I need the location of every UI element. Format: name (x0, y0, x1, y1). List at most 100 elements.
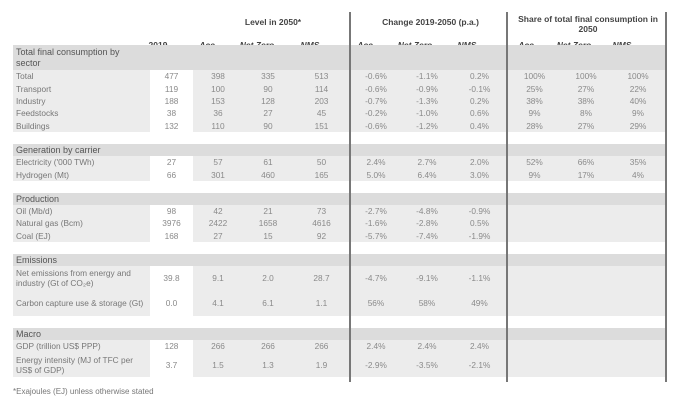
cell-value: -1.0% (402, 107, 452, 120)
cell-value: -1.1% (452, 265, 507, 291)
cell-value: -1.1% (402, 70, 452, 83)
cell-value: -5.7% (350, 229, 402, 242)
cell-value: 39.8 (150, 265, 193, 291)
cell-value: 27% (562, 119, 610, 132)
data-table: Total final consumption by sector Total 47… (13, 45, 667, 378)
divider-share (506, 12, 508, 382)
section-title: Emissions (13, 253, 667, 266)
cell-value: 27% (562, 82, 610, 95)
cell-value: -0.6% (350, 82, 402, 95)
cell-value: -3.5% (402, 352, 452, 378)
table-row: Carbon capture use & storage (Gt) 0.0 4.1 6… (13, 290, 667, 316)
cell-value: 398 (193, 70, 243, 83)
cell-value: 151 (293, 119, 350, 132)
cell-value: -0.9% (402, 82, 452, 95)
row-label: Feedstocks (13, 107, 150, 120)
row-label: Buildings (13, 119, 150, 132)
section-header: Production (13, 192, 667, 205)
cell-value: 17% (562, 168, 610, 181)
header-share: Share of total final consumption in 2050 (518, 14, 658, 34)
cell-value: 100% (507, 70, 562, 83)
cell-value: 27 (193, 229, 243, 242)
cell-value: 0.0 (150, 290, 193, 316)
cell-value: 9% (507, 168, 562, 181)
cell-value: -9.1% (402, 265, 452, 291)
cell-value: -4.7% (350, 265, 402, 291)
cell-value: 98 (150, 204, 193, 218)
cell-value: 100% (562, 70, 610, 83)
cell-value: 266 (243, 339, 293, 353)
row-label: Energy intensity (MJ of TFC per US$ of G… (13, 352, 150, 378)
cell-value: -0.7% (350, 94, 402, 108)
table-row: Total 477 398 335 513 -0.6% -1.1% 0.2% 100% 100% 1… (13, 70, 667, 83)
cell-value: 2.4% (452, 339, 507, 353)
row-label: Coal (EJ) (13, 229, 150, 242)
cell-value: 21 (243, 204, 293, 218)
header-level-2050: Level in 2050* (244, 17, 302, 27)
cell-value: -1.3% (402, 94, 452, 108)
cell-value: 9.1 (193, 265, 243, 291)
cell-value: 0.2% (452, 94, 507, 108)
cell-value: 90 (243, 82, 293, 95)
cell-value: 2.7% (402, 155, 452, 169)
cell-value: 61 (243, 155, 293, 169)
cell-value: 0.6% (452, 107, 507, 120)
section-header: Emissions (13, 253, 667, 266)
cell-value (507, 339, 562, 353)
cell-value (562, 265, 610, 291)
cell-value: 92 (293, 229, 350, 242)
cell-value: 22% (610, 82, 667, 95)
cell-value (562, 217, 610, 230)
cell-value (507, 217, 562, 230)
table-row: GDP (trillion US$ PPP) 128 266 266 266 2.4% 2.… (13, 339, 667, 353)
cell-value: 25% (507, 82, 562, 95)
cell-value (562, 352, 610, 378)
cell-value: 168 (150, 229, 193, 242)
cell-value (507, 352, 562, 378)
cell-value: -1.2% (402, 119, 452, 132)
cell-value: 52% (507, 155, 562, 169)
cell-value: 9% (507, 107, 562, 120)
cell-value: 27 (243, 107, 293, 120)
cell-value: 2.4% (350, 155, 402, 169)
cell-value: 4% (610, 168, 667, 181)
cell-value: 114 (293, 82, 350, 95)
cell-value: 128 (243, 94, 293, 108)
row-label: Net emissions from energy and industry (… (13, 265, 150, 291)
cell-value: 28% (507, 119, 562, 132)
table-row: Feedstocks 38 36 27 45 -0.2% -1.0% 0.6% 9% 8% 9% (13, 107, 667, 120)
table-row: Energy intensity (MJ of TFC per US$ of G… (13, 352, 667, 378)
spacer (13, 315, 667, 328)
cell-value (610, 352, 667, 378)
cell-value: 66 (150, 168, 193, 181)
cell-value (507, 229, 562, 242)
table-row: Transport 119 100 90 114 -0.6% -0.9% -0.1% 25% 27… (13, 82, 667, 95)
row-label: Natural gas (Bcm) (13, 217, 150, 230)
row-label: Carbon capture use & storage (Gt) (13, 290, 150, 316)
cell-value: 6.4% (402, 168, 452, 181)
cell-value: 73 (293, 204, 350, 218)
cell-value: 3976 (150, 217, 193, 230)
cell-value: -1.6% (350, 217, 402, 230)
cell-value: 1.5 (193, 352, 243, 378)
cell-value: 49% (452, 290, 507, 316)
cell-value: -0.6% (350, 119, 402, 132)
spacer (13, 180, 667, 193)
cell-value: 45 (293, 107, 350, 120)
table-row: Net emissions from energy and industry (… (13, 265, 667, 291)
cell-value: 38 (150, 107, 193, 120)
cell-value: -0.2% (350, 107, 402, 120)
cell-value: 1658 (243, 217, 293, 230)
table-row: Coal (EJ) 168 27 15 92 -5.7% -7.4% -1.9% (13, 229, 667, 242)
cell-value: 266 (293, 339, 350, 353)
cell-value: 1.3 (243, 352, 293, 378)
cell-value (562, 339, 610, 353)
cell-value: 460 (243, 168, 293, 181)
table-row: Natural gas (Bcm) 3976 2422 1658 4616 -1.6% -2… (13, 217, 667, 230)
section-title: Generation by carrier (13, 143, 667, 156)
cell-value: 3.7 (150, 352, 193, 378)
table-row: Oil (Mb/d) 98 42 21 73 -2.7% -4.8% -0.9% (13, 204, 667, 218)
cell-value: 0.2% (452, 70, 507, 83)
cell-value: 56% (350, 290, 402, 316)
cell-value: 4.1 (193, 290, 243, 316)
